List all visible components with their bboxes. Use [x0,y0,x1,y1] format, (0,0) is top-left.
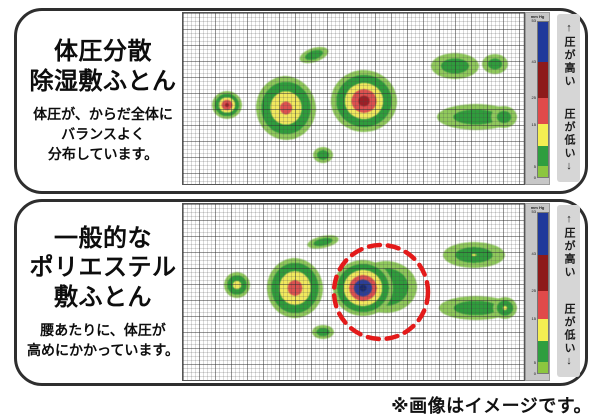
panel-title: 体圧分散 除湿敷ふとん [29,38,177,95]
pressure-legend-labels: ↑圧が高い 圧が低い↓ [557,14,580,182]
hip-pressure-blob [333,260,393,316]
scale-tick-label: 53 [531,209,536,214]
scale-color-bar [537,212,549,374]
hand-pressure-blob [312,325,334,339]
pressure-scale: mm Hg 53 43 25 15 5 0 [525,12,550,185]
high-pressure-highlight-circle [331,242,431,342]
scale-segment [538,22,548,63]
panel-polyester-futon: 一般的な ポリエステル 敷ふとん 腰あたりに、体圧が 高めにかかっています。 m… [14,199,588,386]
scale-tick-label: 25 [531,94,536,100]
scale-tick-label: 25 [531,288,536,294]
pressure-map-grid [182,203,525,381]
scale-tick-label: 5 [533,359,536,365]
hip-pressure-blob [331,70,397,132]
scale-unit-label: mm Hg [530,14,545,19]
scale-segment [538,361,548,373]
panel-description: 体圧が、からだ全体に バランスよく 分布しています。 [33,105,173,162]
leg-pressure-blob [431,53,479,79]
scale-tick-label: 5 [533,164,536,169]
scale-segment [538,318,548,341]
foot-pressure-blob [491,106,517,128]
scale-segment [538,291,548,319]
panel-title: 一般的な ポリエステル 敷ふとん [29,225,177,311]
panel-text-column: 体圧分散 除湿敷ふとん 体圧が、からだ全体に バランスよく 分布しています。 [23,11,183,191]
shoulder-pressure-blob [256,76,316,140]
head-pressure-blob [224,272,250,298]
pressure-legend-labels: ↑圧が高い 圧が低い↓ [557,205,580,377]
scale-tick-label: 53 [531,18,536,23]
scale-segment [538,166,548,177]
hand-pressure-blob [297,43,331,67]
shoulder-pressure-blob [267,258,323,318]
pressure-scale: mm Hg 53 43 25 15 5 0 [525,203,550,381]
scale-segment [538,254,548,292]
scale-ticks: 53 43 25 15 5 0 [526,209,536,376]
scale-tick-label: 0 [533,371,536,376]
hand-pressure-blob [313,147,333,163]
scale-ticks: 53 43 25 15 5 0 [526,18,536,180]
scale-segment [538,97,548,125]
scale-tick-label: 43 [531,58,536,64]
scale-tick-label: 0 [533,175,536,180]
panel-dehumidifying-futon: 体圧分散 除湿敷ふとん 体圧が、からだ全体に バランスよく 分布しています。 m… [14,8,588,194]
pressure-low-label: 圧が低い↓ [563,303,575,369]
panel-text-column: 一般的な ポリエステル 敷ふとん 腰あたりに、体圧が 高めにかかっています。 [23,202,183,383]
scale-segment [538,62,548,98]
pressure-high-label: ↑圧が高い [563,22,575,88]
head-pressure-blob [212,91,242,119]
image-disclaimer-caption: ※画像はイメージです。 [391,396,592,416]
scale-segment [538,213,548,255]
scale-color-bar [537,21,549,178]
scale-segment [538,124,548,146]
scale-unit-label: mm Hg [530,205,545,210]
panel-description: 腰あたりに、体圧が 高めにかかっています。 [27,322,179,358]
pressure-low-label: 圧が低い↓ [563,108,575,174]
foot-pressure-blob [493,297,517,319]
leg-pressure-blob [443,242,505,268]
scale-segment [538,340,548,362]
scale-segment [538,145,548,167]
pressure-high-label: ↑圧が高い [563,213,575,279]
foot-pressure-blob [482,54,508,74]
scale-tick-label: 43 [531,251,536,257]
scale-tick-label: 15 [531,121,536,127]
pressure-map-grid [182,12,525,185]
scale-tick-label: 15 [531,315,536,321]
